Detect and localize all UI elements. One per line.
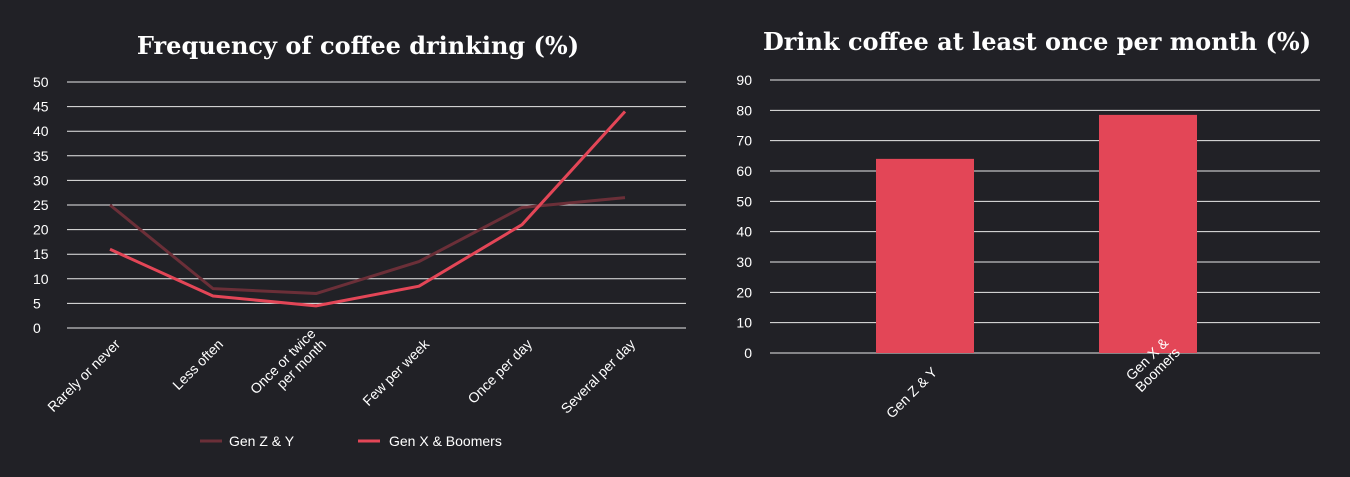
bar-y-tick-label: 10: [736, 315, 752, 331]
line-y-tick-label: 15: [33, 246, 49, 262]
line-chart-legend: Gen Z & Y Gen X & Boomers: [200, 433, 502, 449]
line-y-tick-label: 30: [33, 172, 49, 188]
bar: [876, 159, 974, 353]
line-chart-grid: [67, 82, 686, 328]
bar-y-tick-label: 40: [736, 224, 752, 240]
legend-label-gen-z-y: Gen Z & Y: [229, 433, 295, 449]
legend-label-gen-x-boomers: Gen X & Boomers: [389, 433, 502, 449]
bar: [1099, 115, 1197, 353]
line-chart-y-axis: 0 5 10 15 20 25 30 35 40 45 50: [33, 74, 49, 336]
line-y-tick-label: 25: [33, 197, 49, 213]
line-chart: Frequency of coffee drinking (%) 0 5 10 15 2…: [33, 31, 686, 449]
bar-y-tick-label: 0: [744, 345, 752, 361]
bar-y-tick-label: 60: [736, 163, 752, 179]
line-chart-x-axis: Rarely or never Less often Once or twicepe…: [44, 325, 638, 416]
line-x-tick-label: Once per day: [464, 336, 535, 407]
line-y-tick-label: 50: [33, 74, 49, 90]
line-y-tick-label: 35: [33, 148, 49, 164]
bar-x-tick-label: Gen Z & Y: [883, 363, 941, 421]
bar-y-tick-label: 30: [736, 254, 752, 270]
bar-chart-grid: [770, 80, 1320, 353]
line-chart-series: [110, 112, 625, 306]
line-y-tick-label: 10: [33, 271, 49, 287]
bar-y-tick-label: 50: [736, 193, 752, 209]
line-y-tick-label: 40: [33, 123, 49, 139]
bar-y-tick-label: 90: [736, 72, 752, 88]
line-y-tick-label: 0: [33, 320, 41, 336]
bar-y-tick-label: 20: [736, 284, 752, 300]
line-x-tick-label: Less often: [169, 336, 226, 393]
bar-y-tick-label: 80: [736, 102, 752, 118]
line-y-tick-label: 5: [33, 295, 41, 311]
line-chart-title: Frequency of coffee drinking (%): [137, 31, 579, 60]
line-y-tick-label: 45: [33, 99, 49, 115]
line-y-tick-label: 20: [33, 222, 49, 238]
bar-chart: Drink coffee at least once per month (%)…: [736, 27, 1320, 421]
line-x-tick-label: Once or twiceper month: [247, 325, 330, 408]
bar-chart-y-axis: 0 10 20 30 40 50 60 70 80 90: [736, 72, 752, 361]
line-x-tick-label: Few per week: [359, 335, 433, 409]
bar-chart-bars: [876, 115, 1197, 353]
bar-chart-title: Drink coffee at least once per month (%): [763, 27, 1311, 56]
bar-y-tick-label: 70: [736, 133, 752, 149]
line-x-tick-label: Several per day: [558, 336, 639, 417]
line-x-tick-label: Rarely or never: [44, 336, 123, 415]
